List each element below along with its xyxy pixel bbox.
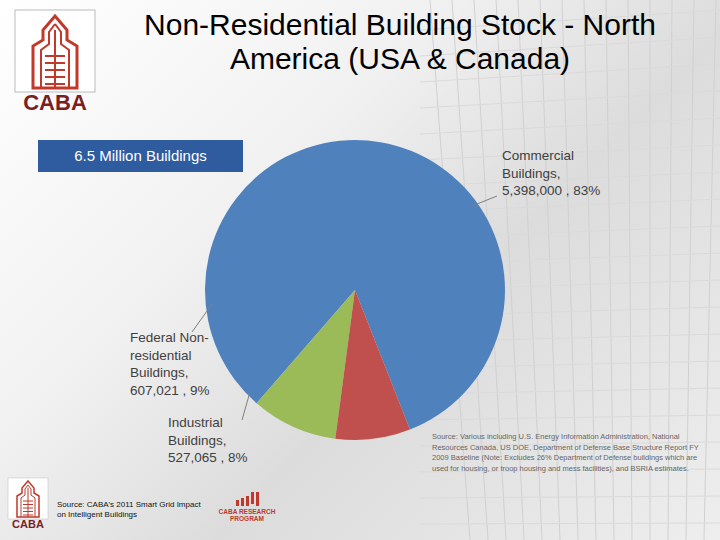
- html-text:Non-Residential Building Stock: Non-Residential Building Stock - North A…: [144, 8, 656, 75]
- svg-text:CABA: CABA: [23, 90, 87, 115]
- svg-text:CABA: CABA: [12, 518, 44, 530]
- html-text:6.5 Million Buildings: 6.5 Million Buildings: [74, 147, 207, 164]
- html-text:CABA RESEARCH PROGRAM: CABA RESEARCH PROGRAM: [218, 508, 276, 522]
- svg-text:Federal Non-residentialBuildin: Federal Non-residentialBuildings,607,021…: [130, 330, 210, 398]
- html-text:Source: Various including U.S.: Source: Various including U.S. Energy In…: [432, 432, 699, 473]
- svg-text:CommercialBuildings,5,398,000: CommercialBuildings,5,398,000 , 83%: [502, 148, 600, 198]
- svg-text:IndustrialBuildings,527,065 ,: IndustrialBuildings,527,065 , 8%: [168, 415, 248, 465]
- html-text:Source: CABA's 2011 Smart Grid: Source: CABA's 2011 Smart Grid Impact on…: [57, 500, 201, 519]
